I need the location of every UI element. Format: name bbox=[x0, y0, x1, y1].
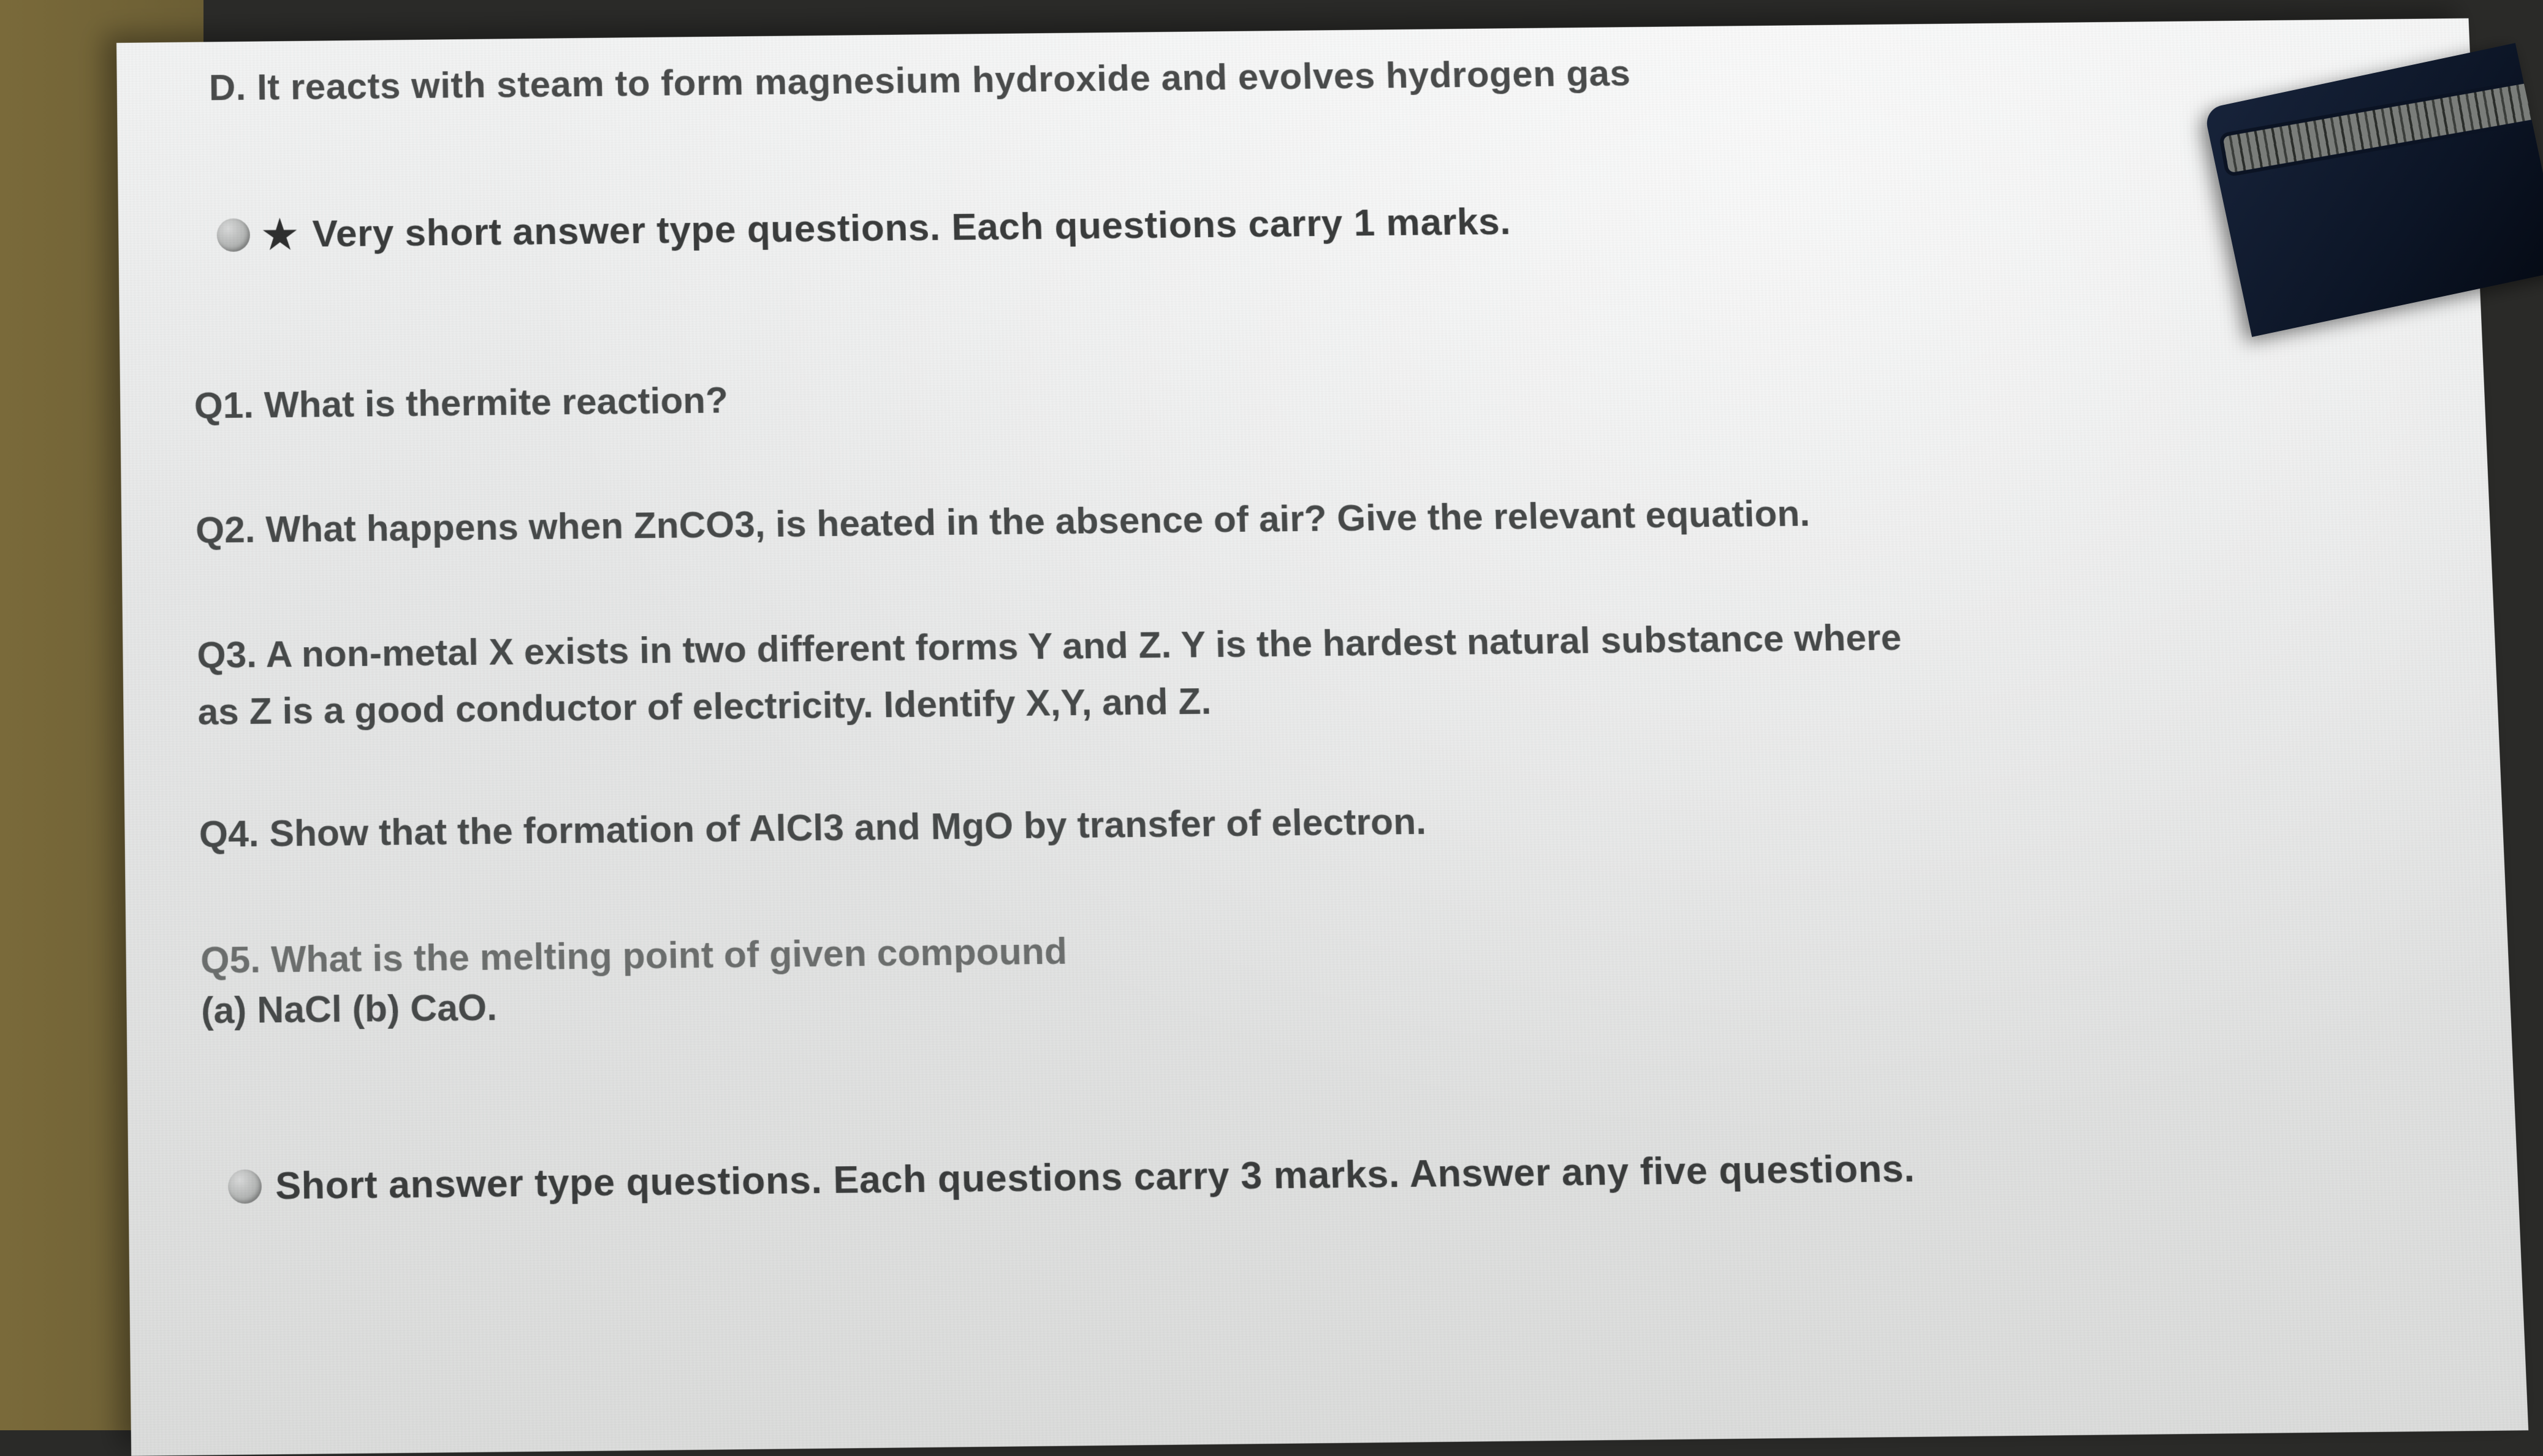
previous-option-d: D. It reacts with steam to form magnesiu… bbox=[208, 44, 2385, 108]
star-icon: ★ bbox=[262, 214, 297, 254]
q1-text: What is thermite reaction? bbox=[264, 379, 728, 426]
q5-options-text: (a) NaCl (b) CaO. bbox=[201, 986, 498, 1031]
desk-background: D. It reacts with steam to form magnesiu… bbox=[0, 0, 2543, 1430]
bullet-icon bbox=[228, 1169, 262, 1204]
q2-text: What happens when ZnCO3, is heated in th… bbox=[265, 492, 1811, 550]
q4-text: Show that the formation of AlCl3 and MgO… bbox=[269, 800, 1427, 854]
section-vsa-title: Very short answer type questions. Each q… bbox=[312, 200, 1511, 256]
option-d-text: It reacts with steam to form magnesium h… bbox=[257, 52, 1632, 107]
q3-text-line2: as Z is a good conductor of electricity.… bbox=[197, 680, 1212, 733]
bullet-icon bbox=[216, 218, 250, 252]
q2-label: Q2. bbox=[196, 509, 256, 551]
q5-text: What is the melting point of given compo… bbox=[271, 930, 1068, 980]
question-2: Q2. What happens when ZnCO3, is heated i… bbox=[196, 482, 2404, 555]
section-sa-header: Short answer type questions. Each questi… bbox=[228, 1140, 2431, 1208]
section-vsa-header: ★ Very short answer type questions. Each… bbox=[216, 191, 2392, 257]
option-d-label: D. bbox=[208, 67, 246, 108]
question-4: Q4. Show that the formation of AlCl3 and… bbox=[199, 786, 2416, 860]
question-1: Q1. What is thermite reaction? bbox=[194, 357, 2398, 431]
section-sa-title: Short answer type questions. Each questi… bbox=[275, 1146, 1915, 1208]
q5-label: Q5. bbox=[200, 938, 261, 981]
q4-label: Q4. bbox=[199, 813, 259, 855]
q1-label: Q1. bbox=[194, 384, 254, 427]
worksheet-paper: D. It reacts with steam to form magnesiu… bbox=[116, 18, 2528, 1456]
q3-text-line1: A non-metal X exists in two different fo… bbox=[265, 616, 1902, 675]
q3-label: Q3. bbox=[197, 634, 257, 676]
